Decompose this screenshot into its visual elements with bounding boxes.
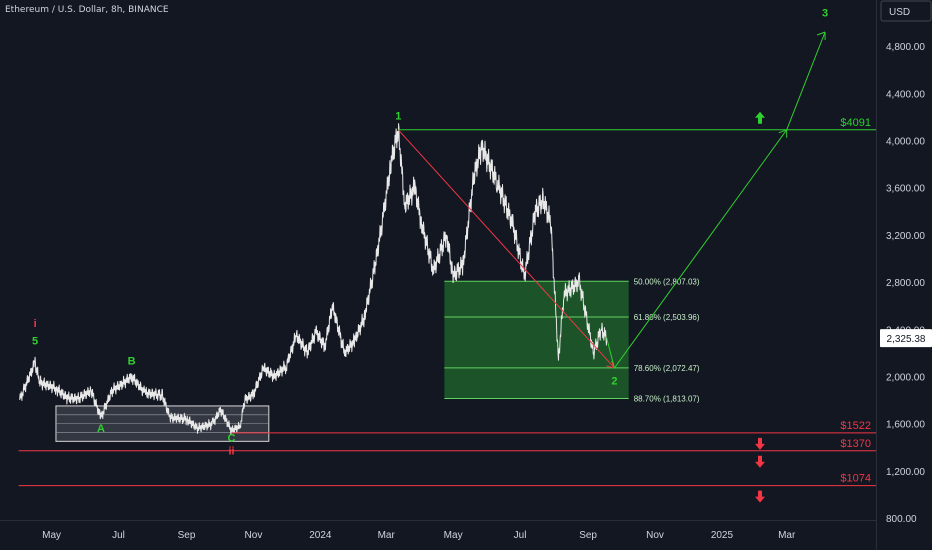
wave-label: B <box>128 356 136 368</box>
x-tick-label: Nov <box>646 530 664 541</box>
wave-label: A <box>97 423 105 435</box>
time-axis[interactable] <box>0 520 876 550</box>
x-tick-label: 2024 <box>309 530 332 541</box>
x-tick-label: Sep <box>579 530 597 541</box>
arrow-down-icon <box>755 437 765 450</box>
wave-label: 2 <box>611 376 617 388</box>
fib-level-label: 78.60% (2,072.47) <box>634 364 700 373</box>
arrow-down-icon <box>755 490 765 503</box>
wave-label: 1 <box>395 110 401 122</box>
level-label: $1522 <box>840 420 871 432</box>
x-tick-label: May <box>444 530 463 541</box>
level-label: $4091 <box>840 117 871 129</box>
last-price-badge[interactable] <box>880 329 932 348</box>
y-tick-label: 4,000.00 <box>886 137 925 148</box>
wave-label: 3 <box>822 8 828 20</box>
y-tick-label: 1,600.00 <box>886 420 925 431</box>
wave-label: C <box>228 432 236 444</box>
y-tick-label: 800.00 <box>886 514 917 525</box>
arrow-up-icon <box>755 111 765 124</box>
y-tick-label: 3,600.00 <box>886 184 925 195</box>
correction-line[interactable] <box>397 129 615 369</box>
projection-arrowhead <box>816 31 826 41</box>
y-tick-label: 3,200.00 <box>886 231 925 242</box>
y-tick-label: 2,800.00 <box>886 278 925 289</box>
arrow-down-icon <box>755 455 765 468</box>
y-tick-label: 4,800.00 <box>886 42 925 53</box>
x-tick-label: Jul <box>112 530 125 541</box>
x-tick-label: Nov <box>245 530 263 541</box>
y-tick-label: 2,000.00 <box>886 372 925 383</box>
fib-level-label: 88.70% (1,813.07) <box>634 395 700 404</box>
wave-label: i <box>34 318 37 330</box>
last-price-label: 2,325.38 <box>887 334 926 345</box>
currency-label: USD <box>889 7 910 18</box>
x-tick-label: Jul <box>514 530 527 541</box>
symbol-title: Ethereum / U.S. Dollar, 8h, BINANCE <box>5 5 169 15</box>
x-tick-label: 2025 <box>711 530 734 541</box>
x-tick-label: May <box>42 530 61 541</box>
wave-label: ii <box>228 445 234 457</box>
x-tick-label: Mar <box>378 530 396 541</box>
fibonacci-zone[interactable] <box>444 281 629 399</box>
y-tick-label: 4,400.00 <box>886 89 925 100</box>
currency-box[interactable] <box>880 0 932 22</box>
fib-level-label: 61.80% (2,503.96) <box>634 313 700 322</box>
y-tick-label: 1,200.00 <box>886 467 925 478</box>
projection-arrowhead <box>778 129 788 138</box>
level-label: $1370 <box>840 438 871 450</box>
fib-level-label: 50.00% (2,807.03) <box>634 277 700 286</box>
price-series[interactable] <box>19 123 608 435</box>
price-axis[interactable] <box>876 0 932 550</box>
x-tick-label: Mar <box>778 530 796 541</box>
projection-path[interactable] <box>606 31 826 370</box>
level-label: $1074 <box>840 473 871 485</box>
x-tick-label: Sep <box>178 530 196 541</box>
wave-label: 5 <box>32 336 38 348</box>
